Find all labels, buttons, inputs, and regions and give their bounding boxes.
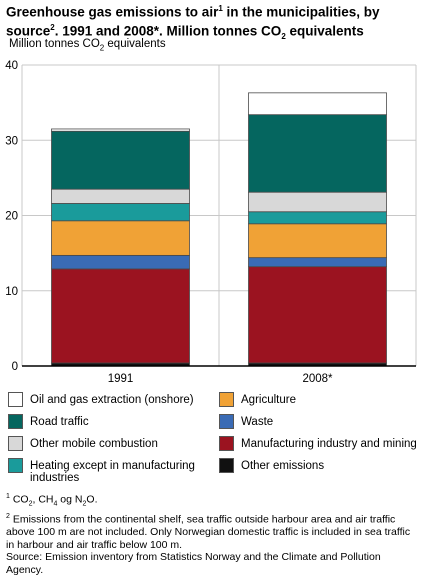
legend-item: Other mobile combustion [8, 435, 220, 451]
bar-segment [51, 128, 190, 132]
bar-segment [248, 114, 387, 193]
legend-label: Heating except in manufacturing industri… [30, 460, 195, 484]
legend-label: Oil and gas extraction (onshore) [30, 394, 194, 406]
legend-swatch [8, 458, 23, 473]
legend-label: Waste [241, 416, 274, 428]
bar-segment [248, 191, 387, 213]
legend-swatch [8, 392, 23, 407]
x-category-label: 2008* [302, 373, 333, 385]
x-category-label: 1991 [108, 373, 134, 385]
legend-item: Other emissions [219, 457, 425, 473]
bar-segment [51, 220, 190, 256]
legend-swatch [219, 458, 234, 473]
y-tick-label: 10 [5, 286, 18, 298]
legend-swatch [219, 414, 234, 429]
legend-label: Other mobile combustion [30, 438, 158, 450]
legend-item: Road traffic [8, 413, 220, 429]
legend-item: Waste [219, 413, 425, 429]
stacked-bar-chart: 0 10 20 30 40 1991 2008* [5, 60, 417, 385]
bar-segment [248, 257, 387, 268]
legend-swatch [219, 392, 234, 407]
chart-title: Greenhouse gas emissions to air1 in the … [6, 4, 380, 41]
bar-segment [248, 92, 387, 116]
y-tick-label: 30 [5, 135, 18, 147]
legend-label: Road traffic [30, 416, 89, 428]
legend-label: Manufacturing industry and mining [241, 438, 417, 450]
legend-item: Heating except in manufacturing industri… [8, 457, 220, 484]
legend-swatch [8, 414, 23, 429]
footnotes: 1 CO2, CH4 og N2O. 2 Emissions from the … [6, 491, 420, 576]
legend-item: Manufacturing industry and mining [219, 435, 425, 451]
bar-segment [51, 268, 190, 364]
legend-label: Other emissions [241, 460, 325, 472]
bar-segment [51, 188, 190, 204]
legend-item: Agriculture [219, 391, 425, 407]
bar-segment [248, 223, 387, 259]
source-note: Source: Emission inventory from Statisti… [6, 551, 381, 576]
bar-segment [248, 211, 387, 225]
y-tick-label: 20 [5, 211, 18, 223]
y-tick-label: 0 [12, 361, 18, 373]
bar-segment [51, 130, 190, 190]
y-axis-unit-label: Million tonnes CO2 equivalents [9, 38, 166, 53]
footnote-1: 1 CO2, CH4 og N2O. [6, 493, 98, 508]
bar-segment [248, 266, 387, 364]
legend-label: Agriculture [241, 394, 296, 406]
legend-item: Oil and gas extraction (onshore) [8, 391, 220, 407]
footnote-2: 2 Emissions from the continental shelf, … [6, 513, 411, 551]
bar-segment [51, 254, 190, 270]
legend-swatch [8, 436, 23, 451]
bar-segment [51, 203, 190, 222]
y-tick-label: 40 [5, 60, 18, 72]
legend-swatch [219, 436, 234, 451]
